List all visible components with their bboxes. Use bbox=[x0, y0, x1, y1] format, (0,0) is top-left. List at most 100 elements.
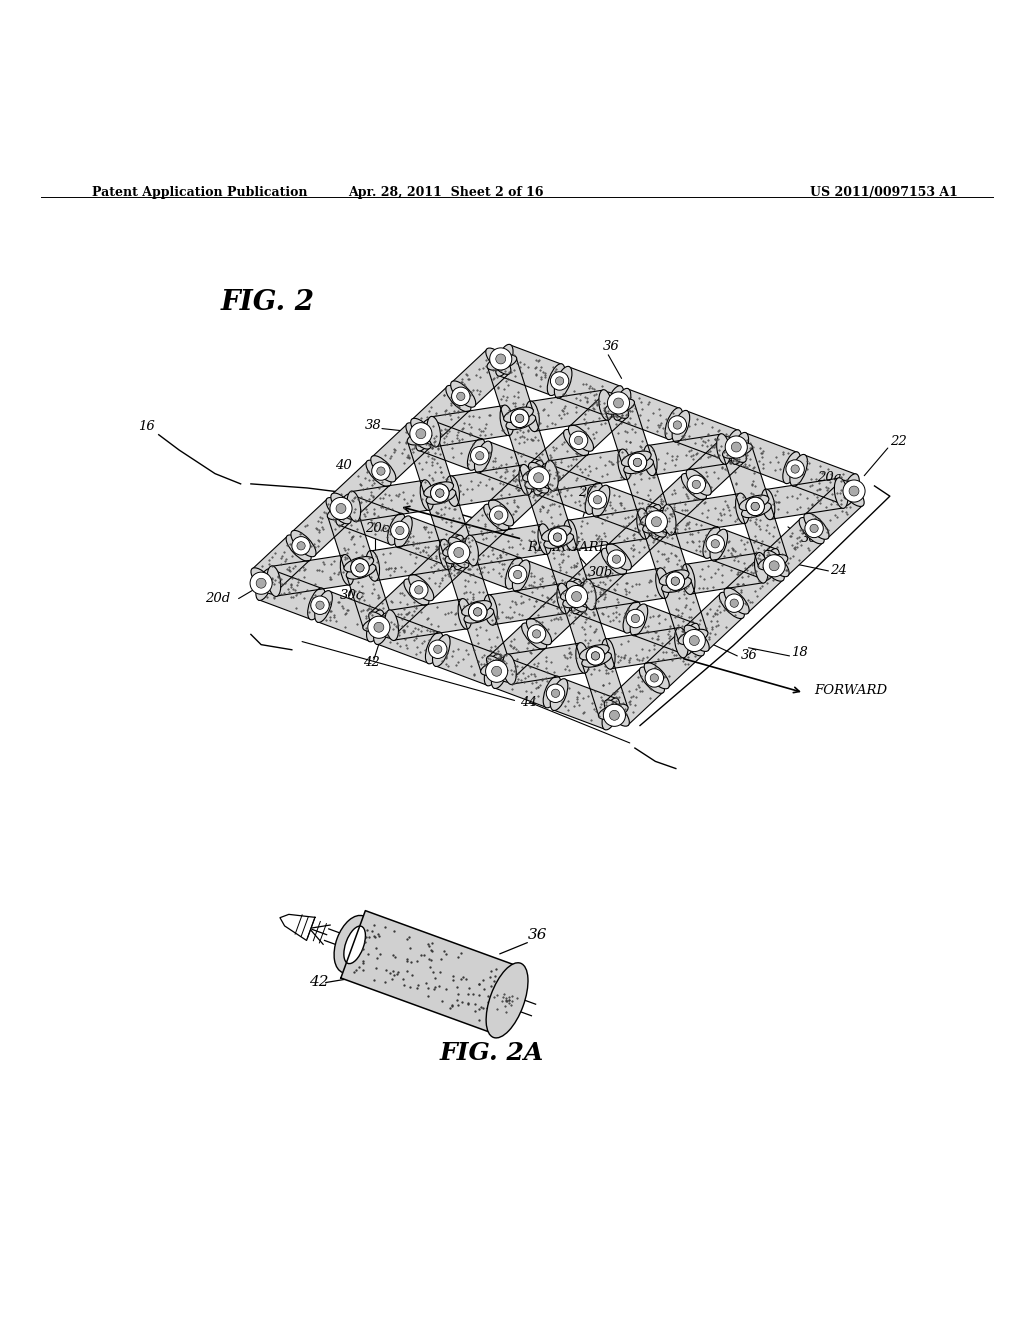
Ellipse shape bbox=[492, 656, 509, 689]
Ellipse shape bbox=[362, 616, 392, 631]
Circle shape bbox=[629, 453, 647, 471]
Circle shape bbox=[843, 480, 865, 502]
Circle shape bbox=[687, 475, 706, 494]
Polygon shape bbox=[419, 420, 482, 470]
Circle shape bbox=[574, 436, 583, 445]
Polygon shape bbox=[675, 411, 738, 461]
Circle shape bbox=[763, 554, 785, 577]
Polygon shape bbox=[557, 367, 621, 417]
Circle shape bbox=[513, 570, 522, 578]
Circle shape bbox=[447, 541, 470, 564]
Ellipse shape bbox=[506, 414, 536, 429]
Text: 44: 44 bbox=[520, 696, 537, 709]
Circle shape bbox=[650, 673, 658, 682]
Circle shape bbox=[492, 667, 502, 676]
Ellipse shape bbox=[483, 504, 509, 531]
Polygon shape bbox=[489, 469, 548, 525]
Ellipse shape bbox=[799, 517, 824, 544]
Ellipse shape bbox=[663, 504, 676, 535]
Ellipse shape bbox=[387, 513, 406, 545]
Polygon shape bbox=[723, 446, 768, 507]
Circle shape bbox=[553, 533, 562, 541]
Circle shape bbox=[586, 647, 604, 665]
Polygon shape bbox=[427, 492, 472, 553]
Ellipse shape bbox=[487, 355, 517, 370]
Text: 42: 42 bbox=[309, 974, 329, 989]
Circle shape bbox=[588, 491, 606, 510]
Ellipse shape bbox=[566, 581, 592, 607]
Circle shape bbox=[468, 603, 487, 622]
Polygon shape bbox=[647, 475, 706, 532]
Ellipse shape bbox=[678, 630, 708, 644]
Circle shape bbox=[668, 416, 686, 434]
Ellipse shape bbox=[449, 537, 474, 564]
Text: 20d: 20d bbox=[205, 591, 230, 605]
Polygon shape bbox=[734, 433, 798, 483]
Ellipse shape bbox=[641, 511, 667, 537]
Circle shape bbox=[593, 495, 602, 504]
Circle shape bbox=[629, 453, 647, 471]
Ellipse shape bbox=[624, 458, 653, 474]
Ellipse shape bbox=[336, 494, 353, 525]
Ellipse shape bbox=[790, 454, 808, 486]
Circle shape bbox=[416, 429, 426, 438]
Ellipse shape bbox=[582, 652, 611, 667]
Circle shape bbox=[565, 586, 588, 607]
Circle shape bbox=[553, 533, 562, 541]
Ellipse shape bbox=[467, 438, 485, 470]
Polygon shape bbox=[408, 433, 453, 494]
Polygon shape bbox=[452, 350, 510, 407]
Polygon shape bbox=[654, 508, 718, 558]
Circle shape bbox=[551, 689, 560, 697]
Ellipse shape bbox=[420, 479, 434, 511]
Polygon shape bbox=[527, 587, 586, 644]
Circle shape bbox=[473, 607, 482, 616]
Polygon shape bbox=[553, 680, 616, 730]
Polygon shape bbox=[451, 465, 528, 506]
Circle shape bbox=[311, 597, 330, 614]
Polygon shape bbox=[793, 455, 856, 506]
Circle shape bbox=[452, 387, 470, 405]
Ellipse shape bbox=[592, 486, 610, 517]
Ellipse shape bbox=[525, 474, 555, 488]
Polygon shape bbox=[687, 437, 745, 494]
Circle shape bbox=[292, 537, 310, 554]
Ellipse shape bbox=[424, 482, 454, 498]
Polygon shape bbox=[569, 393, 628, 450]
Ellipse shape bbox=[684, 626, 710, 652]
Circle shape bbox=[711, 540, 720, 548]
Ellipse shape bbox=[385, 610, 398, 640]
Polygon shape bbox=[499, 345, 562, 395]
Ellipse shape bbox=[504, 407, 534, 422]
Circle shape bbox=[692, 480, 700, 488]
Ellipse shape bbox=[528, 462, 554, 488]
Ellipse shape bbox=[347, 491, 360, 521]
Text: 20a: 20a bbox=[817, 471, 842, 484]
Text: 20c: 20c bbox=[366, 521, 389, 535]
Circle shape bbox=[415, 586, 423, 594]
Ellipse shape bbox=[571, 582, 589, 614]
Ellipse shape bbox=[328, 504, 357, 520]
Ellipse shape bbox=[451, 381, 476, 408]
Ellipse shape bbox=[681, 564, 695, 594]
Circle shape bbox=[810, 524, 818, 532]
Circle shape bbox=[548, 528, 567, 546]
Ellipse shape bbox=[427, 416, 440, 447]
Circle shape bbox=[612, 554, 621, 564]
Polygon shape bbox=[410, 543, 468, 599]
Polygon shape bbox=[332, 462, 390, 519]
Polygon shape bbox=[805, 482, 863, 539]
Ellipse shape bbox=[601, 639, 615, 669]
Ellipse shape bbox=[445, 475, 460, 507]
Polygon shape bbox=[607, 512, 666, 569]
Circle shape bbox=[511, 409, 529, 428]
Ellipse shape bbox=[741, 503, 771, 517]
Polygon shape bbox=[686, 553, 764, 594]
Ellipse shape bbox=[782, 451, 801, 483]
Polygon shape bbox=[339, 495, 402, 544]
Circle shape bbox=[430, 484, 449, 503]
Circle shape bbox=[591, 652, 600, 660]
Ellipse shape bbox=[672, 411, 690, 442]
Polygon shape bbox=[633, 605, 696, 655]
Ellipse shape bbox=[755, 553, 768, 583]
